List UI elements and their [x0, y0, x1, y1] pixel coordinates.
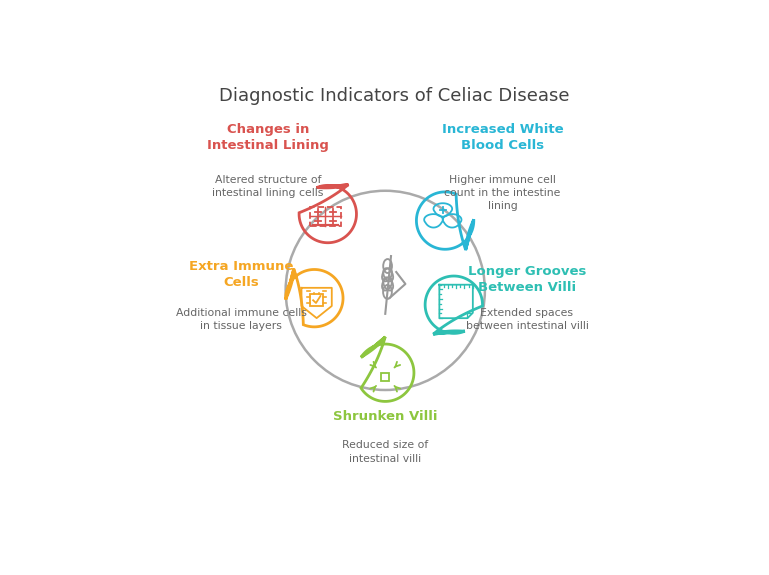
Text: Increased White
Blood Cells: Increased White Blood Cells	[441, 123, 564, 152]
Bar	[310, 294, 323, 306]
Bar	[381, 373, 389, 381]
Text: Diagnostic Indicators of Celiac Disease: Diagnostic Indicators of Celiac Disease	[219, 87, 569, 105]
Text: Extended spaces
between intestinal villi: Extended spaces between intestinal villi	[465, 308, 588, 331]
Text: Altered structure of
intestinal lining cells: Altered structure of intestinal lining c…	[212, 175, 324, 198]
Text: Reduced size of
intestinal villi: Reduced size of intestinal villi	[342, 440, 428, 463]
Text: Longer Grooves
Between Villi: Longer Grooves Between Villi	[468, 265, 586, 294]
Text: Higher immune cell
count in the intestine
lining: Higher immune cell count in the intestin…	[444, 175, 561, 211]
Text: Additional immune cells
in tissue layers: Additional immune cells in tissue layers	[176, 308, 307, 331]
Text: Shrunken Villi: Shrunken Villi	[333, 410, 438, 423]
Text: Extra Immune
Cells: Extra Immune Cells	[189, 260, 294, 289]
Text: Changes in
Intestinal Lining: Changes in Intestinal Lining	[207, 123, 329, 152]
Bar	[311, 208, 341, 227]
